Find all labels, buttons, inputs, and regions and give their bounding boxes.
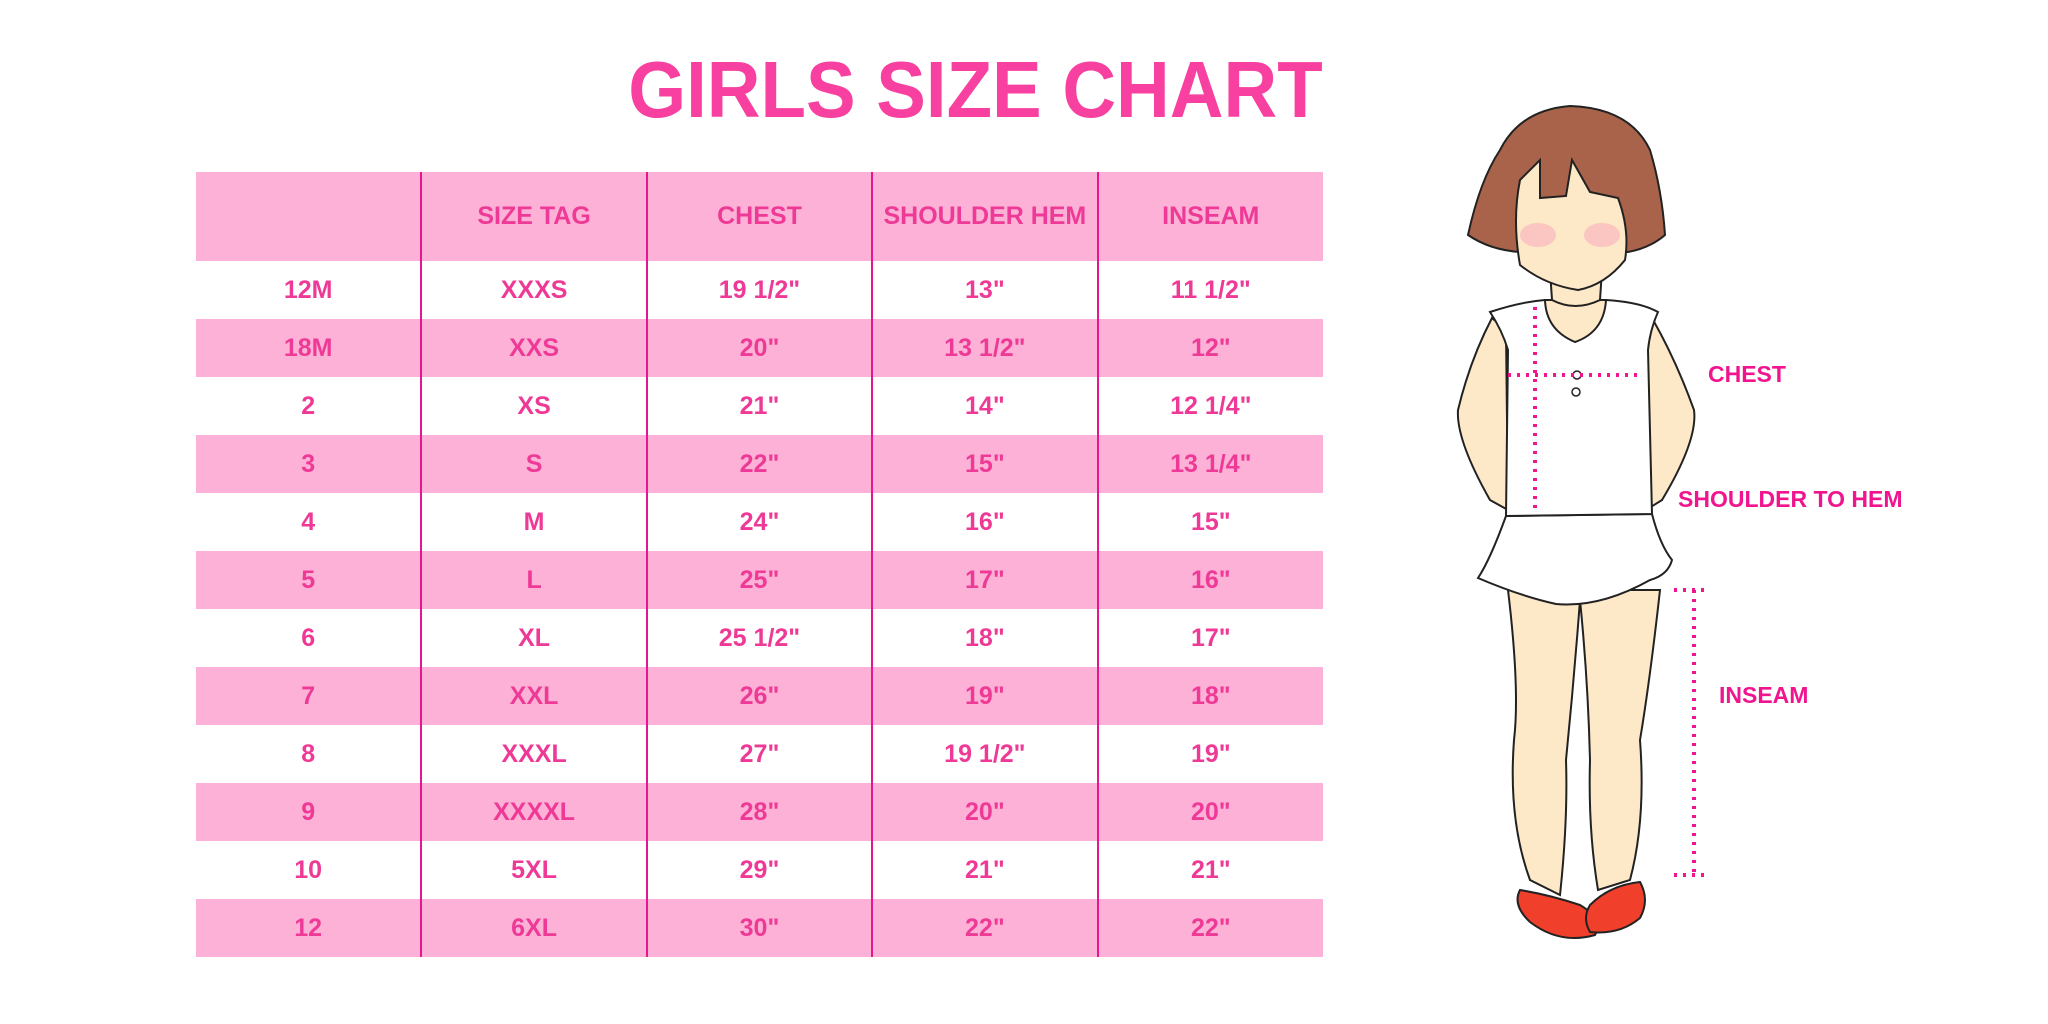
table-cell: XXXXL	[420, 783, 647, 841]
table-row: 2 XS 21" 14" 12 1/4"	[196, 377, 1323, 435]
table-cell: 20"	[1096, 783, 1323, 841]
left-cheek	[1520, 223, 1556, 247]
left-arm	[1456, 316, 1510, 512]
table-cell: 9	[196, 783, 422, 841]
table-cell: 4	[301, 507, 316, 536]
table-cell: 18M	[196, 319, 422, 377]
table-cell: 19 1/2"	[871, 725, 1098, 783]
table-cell: 13 1/2"	[871, 319, 1098, 377]
table-row: 5 L 25" 17" 16"	[196, 551, 1323, 609]
table-cell: 12	[196, 899, 422, 957]
table-cell: 10	[294, 855, 323, 884]
table-cell: 19 1/2"	[645, 261, 873, 319]
table-cell: 3	[196, 435, 422, 493]
size-chart-table: SIZE TAG CHEST SHOULDER HEM INSEAM 12M XXXS 1…	[196, 172, 1323, 957]
table-cell: 12"	[1096, 319, 1323, 377]
table-cell: XXL	[420, 667, 647, 725]
table-cell: 2	[301, 391, 316, 420]
table-cell: 18"	[871, 609, 1098, 667]
table-cell: 14"	[871, 377, 1098, 435]
table-row: 12M XXXS 19 1/2" 13" 11 1/2"	[196, 261, 1323, 319]
table-row: 8 XXXL 27" 19 1/2" 19"	[196, 725, 1323, 783]
table-cell: 21"	[1096, 841, 1323, 899]
table-cell: 13 1/4"	[1096, 435, 1323, 493]
table-cell: 27"	[645, 725, 873, 783]
skirt	[1476, 512, 1674, 606]
right-cheek	[1584, 223, 1620, 247]
table-row: 3 S 22" 15" 13 1/4"	[196, 435, 1323, 493]
column-header: CHEST	[645, 172, 873, 261]
right-shoe	[1585, 880, 1646, 934]
table-header-row: SIZE TAG CHEST SHOULDER HEM INSEAM	[196, 172, 1323, 261]
table-cell: XXXS	[420, 261, 647, 319]
table-cell: L	[420, 551, 647, 609]
table-cell: 19"	[871, 667, 1098, 725]
table-cell: 8	[301, 739, 316, 768]
button-icon	[1571, 387, 1581, 397]
table-cell: 13"	[871, 261, 1098, 319]
face	[1515, 157, 1628, 292]
table-row: 12 6XL 30" 22" 22"	[196, 899, 1323, 957]
table-cell: 15"	[1096, 493, 1323, 551]
table-cell: 16"	[871, 493, 1098, 551]
table-cell: 20"	[871, 783, 1098, 841]
table-cell: 12 1/4"	[1096, 377, 1323, 435]
table-cell: 25 1/2"	[645, 609, 873, 667]
table-cell: 7	[196, 667, 422, 725]
page-title: GIRLS SIZE CHART	[628, 45, 1323, 134]
table-cell: 29"	[645, 841, 873, 899]
table-cell: 19"	[1096, 725, 1323, 783]
column-header	[196, 172, 422, 261]
chest-label: CHEST	[1708, 361, 1786, 387]
left-shoe	[1516, 888, 1599, 939]
table-cell: 6	[301, 623, 316, 652]
table-cell: 30"	[645, 899, 873, 957]
table-row: 6 XL 25 1/2" 18" 17"	[196, 609, 1323, 667]
table-cell: 15"	[871, 435, 1098, 493]
table-cell: 21"	[645, 377, 873, 435]
legs	[1506, 589, 1662, 897]
table-cell: 6XL	[420, 899, 647, 957]
button-icon	[1572, 370, 1582, 380]
table-cell: 5	[196, 551, 422, 609]
table-cell: 17"	[871, 551, 1098, 609]
column-header: SHOULDER HEM	[871, 172, 1098, 261]
table-cell: 24"	[645, 493, 873, 551]
table-cell: 22"	[1096, 899, 1323, 957]
table-row: 4 M 24" 16" 15"	[196, 493, 1323, 551]
neckline	[1543, 299, 1608, 344]
table-cell: 16"	[1096, 551, 1323, 609]
table-cell: XS	[420, 377, 647, 435]
table-cell: 21"	[871, 841, 1098, 899]
table-cell: XXS	[420, 319, 647, 377]
table-cell: 18"	[1096, 667, 1323, 725]
table-cell: 12M	[283, 275, 333, 304]
table-cell: 5XL	[420, 841, 647, 899]
column-header: INSEAM	[1096, 172, 1323, 261]
column-header: SIZE TAG	[420, 172, 647, 261]
table-row: 10 5XL 29" 21" 21"	[196, 841, 1323, 899]
table-cell: 22"	[871, 899, 1098, 957]
table-row: 9 XXXXL 28" 20" 20"	[196, 783, 1323, 841]
inseam-label: INSEAM	[1719, 682, 1809, 708]
table-row: 18M XXS 20" 13 1/2" 12"	[196, 319, 1323, 377]
table-cell: 28"	[645, 783, 873, 841]
table-cell: S	[420, 435, 647, 493]
table-cell: XL	[420, 609, 647, 667]
table-row: 7 XXL 26" 19" 18"	[196, 667, 1323, 725]
table-cell: 26"	[645, 667, 873, 725]
shoulder-to-hem-label: SHOULDER TO HEM	[1678, 486, 1903, 512]
table-cell: 11 1/2"	[1096, 261, 1323, 319]
table-body: 12M XXXS 19 1/2" 13" 11 1/2" 18M XXS 20" 13 1/2"…	[196, 261, 1323, 957]
table-cell: 22"	[645, 435, 873, 493]
table-cell: XXXL	[420, 725, 647, 783]
table-cell: M	[420, 493, 647, 551]
table-cell: 17"	[1096, 609, 1323, 667]
table-cell: 20"	[645, 319, 873, 377]
right-arm	[1644, 315, 1696, 512]
table-cell: 25"	[645, 551, 873, 609]
